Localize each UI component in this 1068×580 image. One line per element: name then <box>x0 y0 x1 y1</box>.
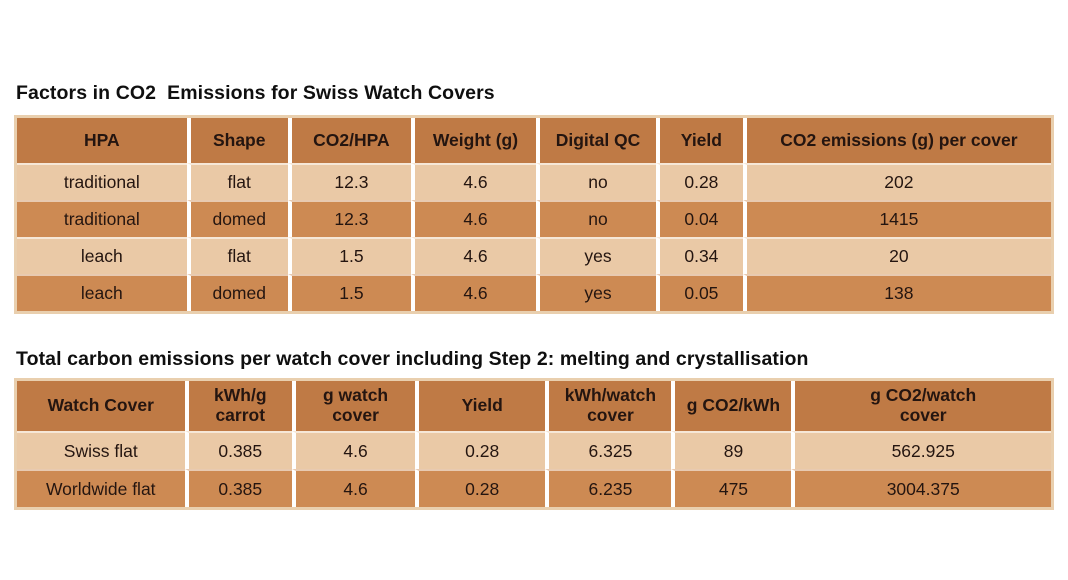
column-header: Digital QC <box>536 118 656 163</box>
table-cell: domed <box>186 274 288 311</box>
table-row: traditional flat 12.3 4.6 no 0.28 202 <box>17 163 1051 200</box>
factors-table: HPA Shape CO2/HPA Weight (g) Digital QC Yield… <box>17 118 1051 311</box>
table-cell: no <box>536 200 656 237</box>
table-cell: 0.385 <box>184 431 293 469</box>
totals-table-title: Total carbon emissions per watch cover i… <box>16 348 809 370</box>
column-header: Shape <box>186 118 288 163</box>
table-cell: Swiss flat <box>17 431 185 469</box>
table-cell: 0.28 <box>415 469 546 507</box>
totals-table-container: Watch Cover kWh/g carrot g watch cover Yield k… <box>14 378 1054 510</box>
table-cell: 12.3 <box>287 163 411 200</box>
column-header: kWh/watch cover <box>545 381 672 431</box>
table-cell: no <box>536 163 656 200</box>
column-header: Yield <box>415 381 546 431</box>
table-cell: 89 <box>671 431 792 469</box>
table-cell: 3004.375 <box>791 469 1051 507</box>
table-cell: 1415 <box>742 200 1051 237</box>
table-cell: 6.235 <box>545 469 672 507</box>
table-row: leach domed 1.5 4.6 yes 0.05 138 <box>17 274 1051 311</box>
table-row: leach flat 1.5 4.6 yes 0.34 20 <box>17 237 1051 274</box>
column-header: HPA <box>17 118 187 163</box>
table-cell: 562.925 <box>791 431 1051 469</box>
table-cell: 20 <box>742 237 1051 274</box>
table-cell: leach <box>17 237 187 274</box>
table-cell: yes <box>536 237 656 274</box>
table-cell: 4.6 <box>292 469 416 507</box>
table-cell: 6.325 <box>545 431 672 469</box>
table-row: Swiss flat 0.385 4.6 0.28 6.325 89 562.925 <box>17 431 1051 469</box>
table-cell: leach <box>17 274 187 311</box>
column-header: g CO2/kWh <box>671 381 792 431</box>
table-cell: traditional <box>17 200 187 237</box>
table-row: traditional domed 12.3 4.6 no 0.04 1415 <box>17 200 1051 237</box>
table-cell: 4.6 <box>410 237 537 274</box>
column-header: Weight (g) <box>410 118 537 163</box>
column-header: CO2/HPA <box>287 118 411 163</box>
table-cell: 4.6 <box>410 274 537 311</box>
table-cell: domed <box>186 200 288 237</box>
header-row: HPA Shape CO2/HPA Weight (g) Digital QC Yield… <box>17 118 1051 163</box>
table-cell: Worldwide flat <box>17 469 185 507</box>
table-cell: flat <box>186 237 288 274</box>
table-cell: flat <box>186 163 288 200</box>
table-cell: 0.34 <box>655 237 743 274</box>
column-header: kWh/g carrot <box>184 381 293 431</box>
table-cell: 202 <box>742 163 1051 200</box>
table-cell: 12.3 <box>287 200 411 237</box>
factors-table-container: HPA Shape CO2/HPA Weight (g) Digital QC Yield… <box>14 115 1054 314</box>
table-row: Worldwide flat 0.385 4.6 0.28 6.235 475 3004.3… <box>17 469 1051 507</box>
table-cell: 0.28 <box>655 163 743 200</box>
totals-table: Watch Cover kWh/g carrot g watch cover Yield k… <box>17 381 1051 507</box>
header-row: Watch Cover kWh/g carrot g watch cover Yield k… <box>17 381 1051 431</box>
factors-table-title: Factors in CO2 Emissions for Swiss Watch… <box>16 82 495 104</box>
table-cell: 0.385 <box>184 469 293 507</box>
table-cell: 4.6 <box>292 431 416 469</box>
table-cell: 4.6 <box>410 200 537 237</box>
table-cell: 0.28 <box>415 431 546 469</box>
table-cell: 0.04 <box>655 200 743 237</box>
column-header: g CO2/watch cover <box>791 381 1051 431</box>
table-cell: 1.5 <box>287 237 411 274</box>
table-cell: 1.5 <box>287 274 411 311</box>
table-cell: yes <box>536 274 656 311</box>
table-cell: 138 <box>742 274 1051 311</box>
table-cell: 475 <box>671 469 792 507</box>
column-header: Yield <box>655 118 743 163</box>
column-header: Watch Cover <box>17 381 185 431</box>
table-cell: traditional <box>17 163 187 200</box>
column-header: g watch cover <box>292 381 416 431</box>
table-cell: 0.05 <box>655 274 743 311</box>
table-cell: 4.6 <box>410 163 537 200</box>
column-header: CO2 emissions (g) per cover <box>742 118 1051 163</box>
